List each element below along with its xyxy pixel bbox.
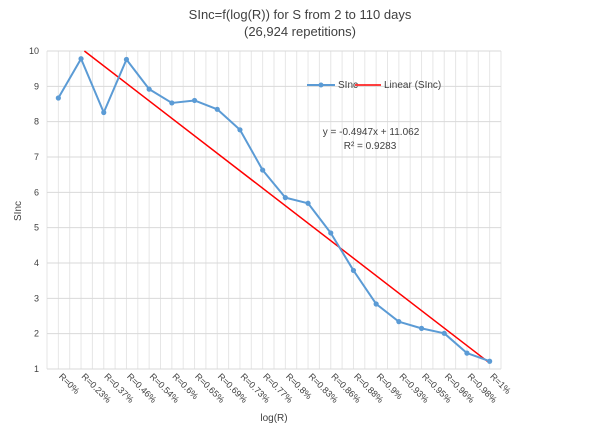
- data-point: [78, 56, 84, 62]
- data-point: [418, 325, 425, 331]
- data-point: [260, 167, 266, 173]
- trendline-layer: [83, 50, 491, 364]
- y-tick-label: 5: [34, 223, 39, 233]
- y-tick-label: 10: [29, 46, 39, 56]
- data-point: [350, 267, 357, 274]
- legend: SInc Linear (SInc): [307, 80, 441, 91]
- legend-series-marker: [318, 82, 324, 88]
- legend-series-label: SInc: [338, 80, 358, 91]
- y-axis-label: SInc: [13, 201, 24, 221]
- data-point: [101, 109, 107, 116]
- data-point: [237, 127, 243, 133]
- x-axis-label: log(R): [260, 413, 287, 424]
- series-layer: [55, 56, 493, 364]
- data-point: [464, 350, 470, 356]
- data-point: [282, 195, 288, 201]
- y-tick-label: 6: [34, 187, 39, 197]
- data-point: [441, 330, 447, 336]
- data-point: [487, 358, 493, 364]
- data-point: [328, 230, 334, 236]
- data-point: [191, 97, 198, 104]
- data-point: [305, 200, 311, 206]
- y-tick-label: 7: [34, 152, 39, 162]
- y-tick-label: 4: [34, 258, 39, 268]
- chart-title-line-2: (26,924 repetitions): [244, 24, 356, 39]
- chart-title-line-1: SInc=f(log(R)) for S from 2 to 110 days: [189, 7, 412, 22]
- y-tick-labels: 1 2 3 4 5 6 7 8 9 10: [29, 46, 39, 374]
- y-tick-label: 8: [34, 117, 39, 127]
- y-tick-label: 9: [34, 81, 39, 91]
- trendline: [83, 50, 491, 364]
- grid-lines: [46, 50, 502, 370]
- data-point: [169, 100, 175, 106]
- y-tick-label: 1: [34, 364, 39, 374]
- legend-trendline-label: Linear (SInc): [384, 80, 441, 91]
- data-point: [396, 319, 402, 325]
- y-tick-label: 3: [34, 293, 39, 303]
- data-point: [373, 301, 379, 307]
- trendline-r-squared: R² = 0.9283: [344, 141, 397, 152]
- y-tick-label: 2: [34, 329, 39, 339]
- series-line: [57, 57, 490, 363]
- data-point: [55, 95, 61, 101]
- data-point: [146, 86, 152, 92]
- data-point: [123, 56, 130, 63]
- trendline-equation: y = -0.4947x + 11.062: [323, 127, 420, 138]
- data-point: [214, 106, 220, 112]
